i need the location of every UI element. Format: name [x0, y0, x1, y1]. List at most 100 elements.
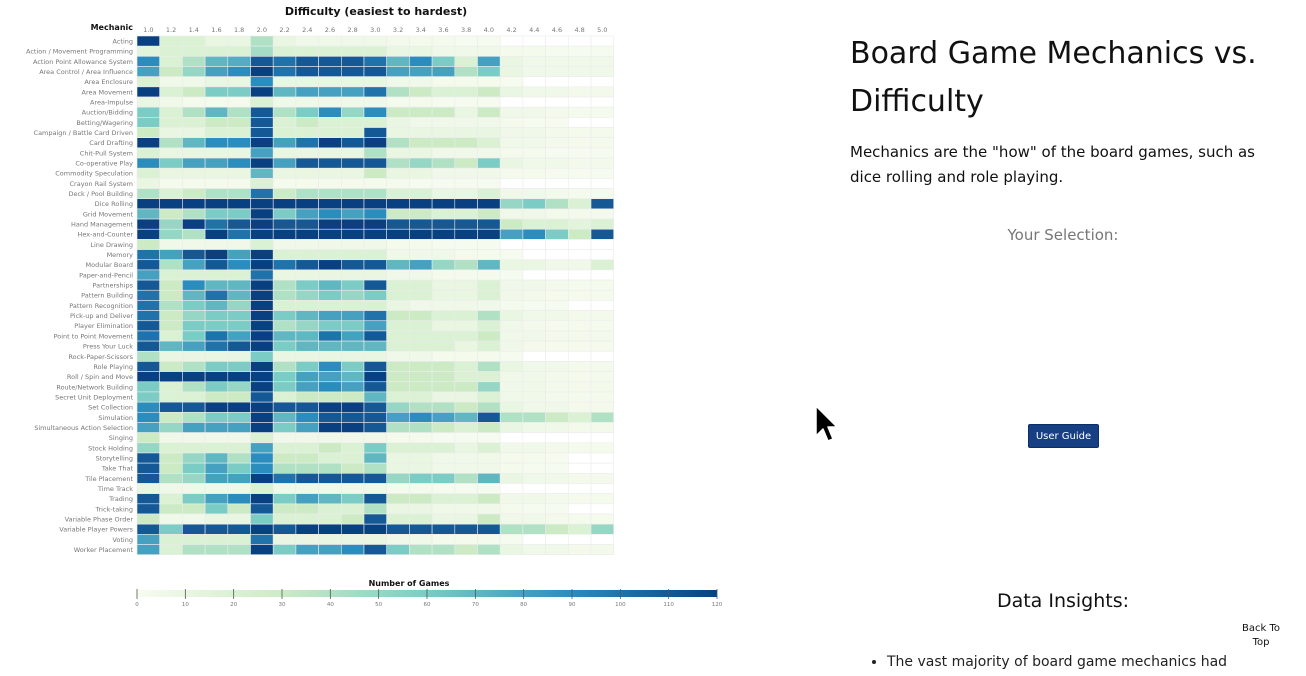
heatmap-cell[interactable]: [409, 178, 433, 189]
heatmap-cell[interactable]: [363, 167, 388, 179]
heatmap-cell[interactable]: [227, 401, 251, 413]
heatmap-cell[interactable]: [454, 442, 478, 454]
heatmap-cell[interactable]: [250, 35, 274, 47]
heatmap-cell[interactable]: [522, 279, 546, 291]
heatmap-cell[interactable]: [590, 503, 615, 515]
heatmap-cell[interactable]: [477, 167, 501, 179]
heatmap-cell[interactable]: [363, 249, 388, 261]
heatmap-cell[interactable]: [159, 310, 183, 322]
heatmap-cell[interactable]: [522, 483, 546, 494]
heatmap-cell[interactable]: [499, 310, 524, 322]
heatmap-cell[interactable]: [136, 188, 161, 200]
heatmap-cell[interactable]: [136, 350, 161, 362]
heatmap-cell[interactable]: [340, 320, 365, 332]
heatmap-cell[interactable]: [159, 452, 183, 464]
heatmap-cell[interactable]: [272, 320, 297, 332]
heatmap-cell[interactable]: [409, 442, 433, 454]
heatmap-cell[interactable]: [431, 462, 456, 474]
heatmap-cell[interactable]: [567, 45, 592, 57]
heatmap-cell[interactable]: [499, 259, 524, 271]
heatmap-cell[interactable]: [318, 45, 342, 57]
heatmap-cell[interactable]: [295, 534, 319, 545]
heatmap-cell[interactable]: [590, 167, 615, 179]
heatmap-cell[interactable]: [567, 157, 592, 169]
heatmap-cell[interactable]: [499, 269, 524, 281]
heatmap-cell[interactable]: [136, 208, 161, 220]
heatmap-cell[interactable]: [477, 106, 501, 118]
heatmap-cell[interactable]: [227, 534, 251, 545]
heatmap-cell[interactable]: [454, 117, 478, 128]
heatmap-cell[interactable]: [522, 249, 546, 261]
heatmap-cell[interactable]: [204, 45, 229, 57]
heatmap-cell[interactable]: [522, 218, 546, 230]
heatmap-cell[interactable]: [590, 300, 615, 311]
heatmap-cell[interactable]: [409, 76, 433, 88]
heatmap-cell[interactable]: [545, 249, 569, 261]
heatmap-cell[interactable]: [227, 442, 251, 454]
heatmap-cell[interactable]: [499, 330, 524, 342]
heatmap-cell[interactable]: [545, 56, 569, 67]
heatmap-cell[interactable]: [159, 279, 183, 291]
heatmap-cell[interactable]: [431, 178, 456, 189]
heatmap-cell[interactable]: [454, 249, 478, 261]
heatmap-cell[interactable]: [363, 320, 388, 332]
heatmap-cell[interactable]: [454, 96, 478, 108]
heatmap-cell[interactable]: [340, 544, 365, 555]
heatmap-cell[interactable]: [567, 239, 592, 250]
heatmap-cell[interactable]: [136, 66, 161, 77]
heatmap-cell[interactable]: [182, 350, 206, 362]
heatmap-cell[interactable]: [227, 117, 251, 128]
heatmap-cell[interactable]: [295, 473, 319, 484]
heatmap-cell[interactable]: [204, 167, 229, 179]
heatmap-cell[interactable]: [409, 147, 433, 159]
heatmap-cell[interactable]: [409, 228, 433, 240]
heatmap-cell[interactable]: [272, 239, 297, 250]
heatmap-cell[interactable]: [295, 259, 319, 271]
heatmap-cell[interactable]: [522, 35, 546, 47]
heatmap-cell[interactable]: [363, 391, 388, 403]
heatmap-cell[interactable]: [545, 432, 569, 444]
heatmap-cell[interactable]: [227, 147, 251, 159]
heatmap-cell[interactable]: [477, 330, 501, 342]
heatmap-cell[interactable]: [159, 208, 183, 220]
heatmap-cell[interactable]: [159, 381, 183, 393]
heatmap-cell[interactable]: [227, 76, 251, 88]
heatmap-cell[interactable]: [363, 56, 388, 67]
heatmap-cell[interactable]: [567, 289, 592, 301]
heatmap-cell[interactable]: [204, 127, 229, 138]
heatmap-cell[interactable]: [295, 106, 319, 118]
heatmap-cell[interactable]: [431, 157, 456, 169]
heatmap-cell[interactable]: [477, 178, 501, 189]
heatmap-cell[interactable]: [363, 86, 388, 98]
heatmap-cell[interactable]: [454, 473, 478, 484]
heatmap-cell[interactable]: [499, 167, 524, 179]
heatmap-cell[interactable]: [386, 350, 410, 362]
heatmap-cell[interactable]: [363, 228, 388, 240]
heatmap-cell[interactable]: [340, 167, 365, 179]
heatmap-cell[interactable]: [431, 544, 456, 555]
heatmap-cell[interactable]: [454, 483, 478, 494]
heatmap-cell[interactable]: [590, 56, 615, 67]
heatmap-cell[interactable]: [545, 279, 569, 291]
heatmap-cell[interactable]: [250, 239, 274, 250]
heatmap-cell[interactable]: [136, 127, 161, 138]
heatmap-cell[interactable]: [477, 422, 501, 433]
heatmap-cell[interactable]: [227, 371, 251, 383]
heatmap-cell[interactable]: [590, 462, 615, 474]
heatmap-cell[interactable]: [499, 473, 524, 484]
heatmap-cell[interactable]: [295, 117, 319, 128]
heatmap-cell[interactable]: [227, 432, 251, 444]
heatmap-cell[interactable]: [522, 56, 546, 67]
heatmap-cell[interactable]: [272, 534, 297, 545]
heatmap-cell[interactable]: [499, 157, 524, 169]
heatmap-cell[interactable]: [272, 45, 297, 57]
heatmap-cell[interactable]: [431, 279, 456, 291]
heatmap-cell[interactable]: [499, 127, 524, 138]
heatmap-cell[interactable]: [522, 391, 546, 403]
heatmap-cell[interactable]: [340, 350, 365, 362]
heatmap-cell[interactable]: [363, 117, 388, 128]
heatmap-cell[interactable]: [250, 350, 274, 362]
heatmap-cell[interactable]: [499, 106, 524, 118]
heatmap-cell[interactable]: [386, 198, 410, 210]
heatmap-cell[interactable]: [159, 249, 183, 261]
